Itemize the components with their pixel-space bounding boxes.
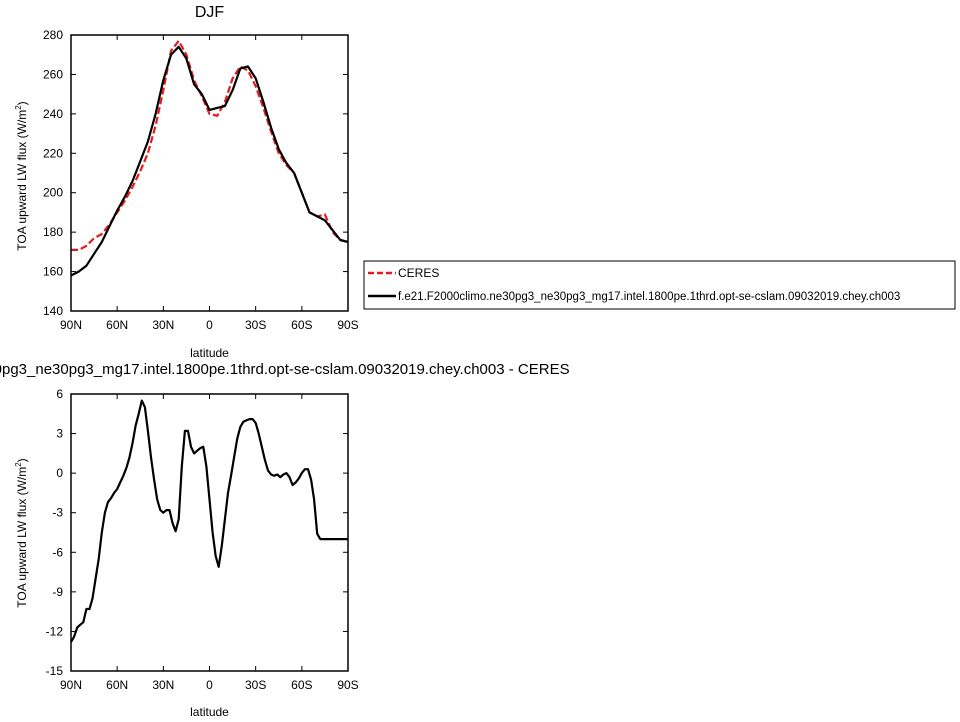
bottom-series-line-0 (70, 399, 348, 643)
bottom-ytick-label: -9 (52, 585, 63, 599)
top-xtick-label: 60S (291, 318, 312, 332)
top-xtick-label: 90S (337, 318, 358, 332)
top-ytick-label: 220 (43, 146, 63, 160)
bottom-plot-frame (70, 393, 349, 672)
top-chart-panel: DJF TOA upward LW flux (W/m2) latitude 9… (14, 4, 359, 360)
top-series-line-1 (70, 45, 349, 277)
top-xtick-label: 30S (245, 318, 266, 332)
bottom-ytick-label: 6 (56, 387, 63, 401)
top-ytick-label: 180 (43, 225, 63, 239)
top-ytick-label: 280 (43, 28, 63, 42)
top-ytick-label: 260 (43, 67, 63, 81)
bottom-chart-panel: f.e21.F2000climo.ne30pg3_ne30pg3_mg17.in… (0, 361, 570, 719)
bottom-xtick-label: 30S (245, 678, 266, 692)
top-xtick-label: 90N (60, 318, 82, 332)
bottom-ylabel-close: ) (15, 458, 29, 462)
bottom-xtick-label: 60S (291, 678, 312, 692)
top-ytick-label: 160 (43, 265, 63, 279)
bottom-chart-ylabel: TOA upward LW flux (W/m2) (14, 458, 29, 607)
bottom-ytick-label: 0 (56, 466, 63, 480)
legend-box (363, 260, 956, 310)
bottom-xtick-label: 30N (152, 678, 174, 692)
bottom-ylabel-text: TOA upward LW flux (W/m (15, 467, 29, 608)
bottom-ytick-label: 3 (56, 427, 63, 441)
top-xtick-label: 60N (106, 318, 128, 332)
bottom-ytick-label: -15 (46, 664, 64, 678)
bottom-ylabel-sup: 2 (14, 462, 23, 467)
svg-text:TOA upward LW flux (W/m2): TOA upward LW flux (W/m2) (14, 458, 29, 607)
legend-label-model: f.e21.F2000climo.ne30pg3_ne30pg3_mg17.in… (398, 291, 900, 303)
top-chart-title: DJF (195, 4, 225, 21)
top-ylabel-sup: 2 (14, 105, 23, 110)
bottom-ytick-label: -3 (52, 506, 63, 520)
top-plot-frame (70, 34, 349, 312)
legend: CERES f.e21.F2000climo.ne30pg3_ne30pg3_m… (363, 260, 956, 310)
top-chart-ylabel: TOA upward LW flux (W/m2) (14, 101, 29, 250)
top-xtick-label: 0 (206, 318, 213, 332)
bottom-ytick-label: -12 (46, 624, 64, 638)
svg-text:TOA upward LW flux (W/m2): TOA upward LW flux (W/m2) (14, 101, 29, 250)
top-ytick-label: 240 (43, 107, 63, 121)
top-ytick-label: 200 (43, 186, 63, 200)
bottom-xtick-label: 90S (337, 678, 358, 692)
top-ylabel-close: ) (15, 101, 29, 105)
top-ytick-label: 140 (43, 304, 63, 318)
bottom-chart-title: f.e21.F2000climo.ne30pg3_ne30pg3_mg17.in… (0, 361, 570, 378)
legend-label-ceres: CERES (398, 266, 439, 280)
bottom-xtick-label: 60N (106, 678, 128, 692)
bottom-xtick-label: 90N (60, 678, 82, 692)
bottom-chart-xlabel: latitude (190, 705, 229, 719)
top-xtick-label: 30N (152, 318, 174, 332)
top-ylabel-text: TOA upward LW flux (W/m (15, 110, 29, 251)
bottom-xtick-label: 0 (206, 678, 213, 692)
bottom-ytick-label: -6 (52, 545, 63, 559)
top-chart-xlabel: latitude (190, 346, 229, 360)
